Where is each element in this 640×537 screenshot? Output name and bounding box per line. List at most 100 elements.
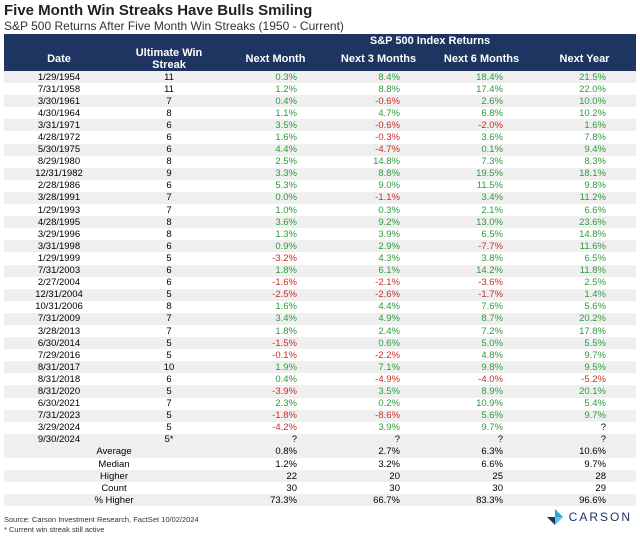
return-cell: 6.5% bbox=[584, 252, 606, 264]
cell: 3/31/1971 bbox=[4, 119, 114, 132]
return-cell: 1.2% bbox=[275, 83, 297, 95]
return-cell: 9.5% bbox=[533, 361, 636, 374]
cell: 1/29/1999 bbox=[37, 252, 81, 264]
return-cell: 5.4% bbox=[584, 398, 606, 410]
cell: 7 bbox=[166, 398, 172, 410]
column-header: Next 3 Months bbox=[327, 47, 430, 71]
cell: 11 bbox=[114, 71, 224, 84]
return-cell: 14.2% bbox=[430, 264, 533, 277]
returns-table: S&P 500 Index Returns Date Ultimate Win S… bbox=[4, 34, 636, 507]
cell: 7/31/1958 bbox=[37, 83, 81, 95]
return-cell: 9.2% bbox=[327, 216, 430, 229]
summary-cell: 28 bbox=[533, 470, 636, 483]
return-cell: 3.3% bbox=[224, 167, 327, 180]
table-row: 2/28/1986 6 5.3% 9.0% 11.5% 9.8% bbox=[4, 180, 636, 192]
cell: 5 bbox=[166, 422, 172, 434]
return-cell: 1.4% bbox=[533, 288, 636, 301]
cell: 1/29/1993 bbox=[37, 204, 81, 216]
return-cell: 11.6% bbox=[533, 240, 636, 253]
cell: 6 bbox=[166, 277, 172, 289]
return-cell: -2.2% bbox=[375, 349, 400, 361]
summary-cell: 25 bbox=[430, 470, 533, 483]
source: Source: Carson Investment Research, Fact… bbox=[4, 515, 199, 524]
return-cell: 3.5% bbox=[327, 385, 430, 398]
return-cell: ? bbox=[533, 433, 636, 446]
summary-label: Median bbox=[98, 458, 130, 470]
return-cell: -1.7% bbox=[430, 288, 533, 301]
return-cell: 0.0% bbox=[224, 191, 327, 205]
table-row: 8/29/1980 8 2.5% 14.8% 7.3% 8.3% bbox=[4, 156, 636, 168]
return-cell: -4.7% bbox=[327, 143, 430, 156]
summary-row: Median 1.2% 3.2% 6.6% 9.7% bbox=[4, 458, 636, 470]
return-cell: 11.2% bbox=[533, 191, 636, 205]
summary-label: Higher bbox=[4, 470, 224, 483]
column-header: Next Month bbox=[224, 47, 327, 71]
return-cell: -0.6% bbox=[327, 119, 430, 132]
return-cell: 9.7% bbox=[584, 349, 606, 361]
return-cell: 21.5% bbox=[533, 71, 636, 84]
return-cell: -0.6% bbox=[327, 95, 430, 108]
summary-cell: 96.6% bbox=[533, 494, 636, 507]
return-cell: 1.6% bbox=[275, 301, 297, 313]
summary-cell: 22 bbox=[224, 470, 327, 483]
return-cell: 3.4% bbox=[224, 312, 327, 325]
cell: 8 bbox=[166, 107, 172, 119]
return-cell: 7.3% bbox=[481, 156, 503, 168]
cell: 6/30/2014 bbox=[4, 337, 114, 350]
summary-cell: 0.8% bbox=[224, 445, 327, 458]
return-cell: -1.5% bbox=[224, 337, 327, 350]
return-cell: 9.7% bbox=[533, 409, 636, 422]
return-cell: 2.4% bbox=[378, 325, 400, 337]
cell: 5* bbox=[114, 433, 224, 446]
group-header: S&P 500 Index Returns bbox=[224, 34, 636, 47]
table-row: 1/29/1954 11 0.3% 8.4% 18.4% 21.5% bbox=[4, 71, 636, 84]
cell: 5 bbox=[114, 409, 224, 422]
return-cell: -0.1% bbox=[272, 349, 297, 361]
summary-row: Count 30 30 30 29 bbox=[4, 482, 636, 494]
return-cell: 3.9% bbox=[378, 422, 400, 434]
return-cell: 1.1% bbox=[275, 107, 297, 119]
return-cell: 6.8% bbox=[481, 107, 503, 119]
return-cell: 10.9% bbox=[476, 398, 503, 410]
return-cell: 7.1% bbox=[327, 361, 430, 374]
summary-cell: 30 bbox=[389, 482, 400, 494]
return-cell: -3.2% bbox=[272, 252, 297, 264]
column-header: Date bbox=[4, 47, 114, 71]
cell: 6 bbox=[166, 180, 172, 192]
return-cell: 4.8% bbox=[481, 349, 503, 361]
table-row: 3/28/2013 7 1.8% 2.4% 7.2% 17.8% bbox=[4, 325, 636, 337]
table-row: 3/30/1961 7 0.4% -0.6% 2.6% 10.0% bbox=[4, 95, 636, 108]
column-header: Next Year bbox=[533, 47, 636, 71]
return-cell: 9.7% bbox=[481, 422, 503, 434]
return-cell: 8.9% bbox=[430, 385, 533, 398]
return-cell: 3.5% bbox=[224, 119, 327, 132]
cell: 8 bbox=[114, 216, 224, 229]
return-cell: 14.8% bbox=[373, 156, 400, 168]
return-cell: 11.5% bbox=[476, 180, 503, 192]
return-cell: -3.6% bbox=[478, 277, 503, 289]
logo: CARSON bbox=[546, 509, 632, 525]
return-cell: -2.1% bbox=[375, 277, 400, 289]
cell: 11 bbox=[164, 83, 174, 95]
return-cell: -2.5% bbox=[224, 288, 327, 301]
title: Five Month Win Streaks Have Bulls Smilin… bbox=[4, 2, 313, 19]
table-row: 8/31/2018 6 0.4% -4.9% -4.0% -5.2% bbox=[4, 373, 636, 385]
summary-cell: 29 bbox=[595, 482, 606, 494]
return-cell: ? bbox=[327, 433, 430, 446]
return-cell: 6.5% bbox=[481, 228, 503, 240]
return-cell: -2.6% bbox=[327, 288, 430, 301]
cell: 6/30/2021 bbox=[37, 398, 81, 410]
return-cell: 1.6% bbox=[533, 119, 636, 132]
return-cell: 3.9% bbox=[378, 228, 400, 240]
cell: 4/30/1964 bbox=[37, 107, 81, 119]
cell: 1/29/1954 bbox=[4, 71, 114, 84]
cell: 7 bbox=[114, 191, 224, 205]
return-cell: 7.2% bbox=[481, 325, 503, 337]
summary-label: Average bbox=[4, 445, 224, 458]
table-row: 10/31/2006 8 1.6% 4.4% 7.6% 5.6% bbox=[4, 301, 636, 313]
return-cell: 2.3% bbox=[275, 398, 297, 410]
table-row: 1/29/1999 5 -3.2% 4.3% 3.8% 6.5% bbox=[4, 252, 636, 264]
summary-row: Higher 22 20 25 28 bbox=[4, 470, 636, 483]
cell: 6 bbox=[114, 264, 224, 277]
